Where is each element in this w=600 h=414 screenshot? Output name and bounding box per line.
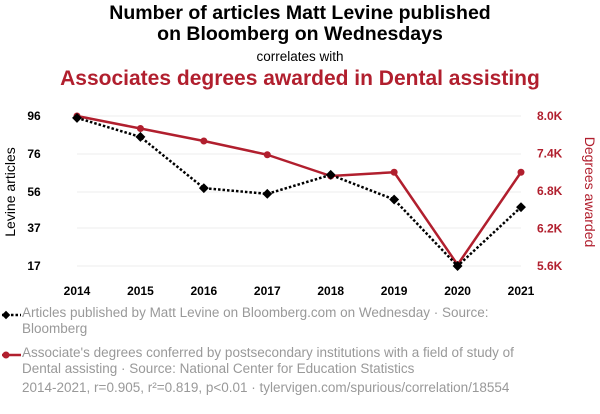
data-point-articles (452, 261, 463, 271)
y-axis-label-left: Levine articles (2, 147, 18, 237)
y-tick-label-right: 6.8K (537, 184, 563, 198)
data-point-articles (198, 183, 209, 194)
y-axis-label-right: Degrees awarded (582, 137, 598, 248)
data-point-degrees (136, 125, 144, 132)
y-ticks-right: 5.6K 6.2K 6.8K 7.4K 8.0K (537, 109, 563, 273)
series-line-articles (76, 116, 522, 268)
y-tick-label-left: 56 (27, 185, 41, 199)
data-point-articles (135, 131, 146, 142)
legend-swatch-articles (1, 310, 21, 320)
x-tick-label: 2021 (508, 284, 535, 298)
y-tick-label-left: 17 (27, 259, 41, 273)
chart-title-line-1: Number of articles Matt Levine published (109, 2, 491, 24)
y-tick-label-right: 6.2K (537, 222, 563, 236)
x-tick-label: 2020 (444, 284, 471, 298)
data-point-degrees (390, 168, 398, 176)
x-tick-label: 2017 (254, 284, 281, 298)
data-point-degrees (200, 137, 208, 145)
y-tick-label-left: 76 (27, 147, 41, 161)
x-tick-label: 2019 (381, 284, 408, 298)
chart-title-line-2: on Bloomberg on Wednesdays (157, 23, 443, 45)
grid (77, 115, 521, 267)
legend-swatch-degrees (2, 351, 21, 359)
y-ticks-left: 17 37 56 76 96 (27, 109, 41, 273)
footer-stats: 2014-2021, r=0.905, r²=0.819, p<0.01 · t… (22, 380, 510, 395)
data-point-articles (262, 188, 273, 199)
legend-label-articles: Articles published by Matt Levine on Blo… (22, 305, 489, 336)
y-tick-label-left: 96 (27, 109, 41, 123)
y-tick-label-right: 5.6K (537, 259, 563, 273)
x-tick-label: 2016 (191, 284, 218, 298)
x-ticks: 2014 2015 2016 2017 2018 2019 2020 2021 (64, 284, 535, 298)
data-point-articles (325, 169, 336, 180)
y-tick-label-right: 7.4K (537, 147, 563, 161)
x-tick-label: 2018 (317, 284, 344, 298)
chart-subtitle: Associates degrees awarded in Dental ass… (60, 67, 540, 90)
series-layer (72, 112, 526, 271)
legend-label-degrees: Associate's degrees conferred by postsec… (22, 345, 514, 376)
data-point-degrees (517, 168, 525, 176)
correlates-label: correlates with (256, 49, 344, 64)
data-point-degrees (263, 151, 271, 159)
y-tick-label-left: 37 (27, 221, 41, 235)
x-tick-label: 2015 (127, 284, 154, 298)
data-point-articles (389, 194, 400, 205)
chart-title: Number of articles Matt Levine published… (0, 3, 600, 45)
series-line-degrees (76, 114, 523, 266)
x-tick-label: 2014 (64, 284, 91, 298)
data-point-articles (516, 202, 526, 213)
y-tick-label-right: 8.0K (537, 109, 563, 123)
data-point-articles (72, 112, 82, 123)
